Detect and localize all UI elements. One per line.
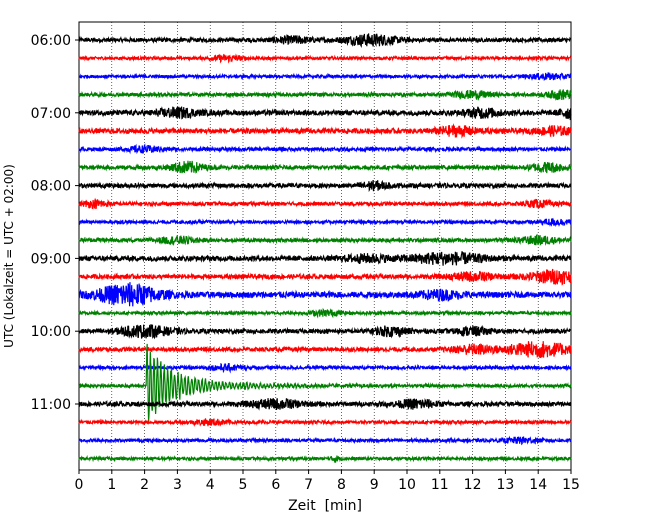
trace-row-21 <box>78 417 572 428</box>
seismogram-traces <box>78 33 572 463</box>
y-tick-label: 11:00 <box>31 397 71 413</box>
trace-row-14 <box>78 282 572 307</box>
x-tick-label: 2 <box>140 477 149 493</box>
trace-row-3 <box>78 89 572 101</box>
trace-row-5 <box>78 123 572 139</box>
x-tick-label: 4 <box>206 477 215 493</box>
y-tick-label: 09:00 <box>31 251 71 267</box>
x-tick-label: 1 <box>107 477 116 493</box>
x-tick-label: 8 <box>337 477 346 493</box>
x-tick-label: 9 <box>370 477 379 493</box>
trace-row-13 <box>78 268 572 286</box>
y-tick-label: 07:00 <box>31 106 71 122</box>
x-tick-label: 11 <box>431 477 449 493</box>
trace-row-11 <box>78 233 572 246</box>
trace-row-9 <box>78 197 572 210</box>
x-tick-label: 0 <box>75 477 84 493</box>
x-tick-label: 10 <box>398 477 416 493</box>
trace-row-4 <box>78 106 572 121</box>
trace-row-1 <box>78 53 572 64</box>
y-tick-label: 08:00 <box>31 179 71 195</box>
y-axis-ticks: 06:00 07:00 08:00 09:00 10:00 11:00 <box>31 33 79 413</box>
y-axis-label: UTC (Lokalzeit = UTC + 02:00) <box>2 164 16 348</box>
trace-row-2 <box>78 72 572 82</box>
trace-row-18 <box>78 362 572 374</box>
trace-row-8 <box>78 179 572 193</box>
x-tick-label: 6 <box>271 477 280 493</box>
plot-frame <box>78 21 572 471</box>
trace-row-16 <box>78 323 572 340</box>
trace-row-17 <box>78 341 572 359</box>
trace-row-22 <box>78 435 572 446</box>
trace-row-0 <box>78 33 572 49</box>
x-axis-label: Zeit [min] <box>288 498 362 514</box>
x-tick-label: 14 <box>529 477 547 493</box>
y-tick-label: 10:00 <box>31 324 71 340</box>
x-tick-label: 3 <box>173 477 182 493</box>
trace-row-15 <box>78 307 572 319</box>
trace-row-12 <box>78 250 572 266</box>
trace-row-23 <box>78 454 572 463</box>
x-tick-label: 5 <box>239 477 248 493</box>
y-tick-label: 06:00 <box>31 33 71 49</box>
x-axis-ticks: 0 1 2 3 4 5 6 7 8 9 10 11 12 13 14 15 <box>75 470 580 493</box>
x-tick-label: 13 <box>496 477 514 493</box>
trace-row-7 <box>78 160 572 174</box>
trace-row-20 <box>78 397 572 411</box>
trace-row-10 <box>78 218 572 227</box>
x-tick-label: 7 <box>304 477 313 493</box>
x-tick-label: 15 <box>562 477 580 493</box>
trace-row-19 <box>78 343 572 421</box>
x-tick-label: 12 <box>464 477 482 493</box>
trace-row-6 <box>78 143 572 155</box>
